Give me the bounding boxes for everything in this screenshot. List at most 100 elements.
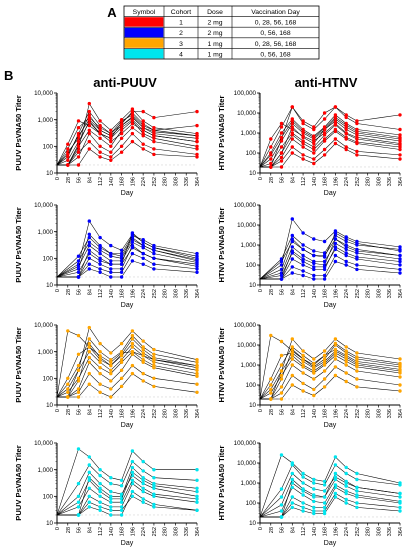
data-point [344, 489, 348, 493]
data-point [87, 382, 92, 386]
x-tick-label: 56 [77, 177, 83, 183]
data-point [195, 368, 199, 372]
data-point [322, 147, 327, 152]
data-point [290, 105, 294, 109]
subject-line [259, 238, 401, 280]
y-tick-label: 100,000 [234, 440, 257, 447]
data-point [301, 365, 305, 369]
data-point [152, 468, 156, 472]
y-tick-label: 1,000 [241, 362, 257, 369]
data-point [119, 150, 124, 154]
data-point [322, 495, 327, 499]
data-point [290, 217, 294, 221]
data-point [98, 371, 102, 376]
x-tick-label: 56 [280, 409, 286, 415]
data-point [87, 494, 92, 498]
data-point [98, 366, 102, 370]
data-point [130, 139, 135, 144]
data-point [279, 139, 284, 143]
data-point [130, 341, 135, 346]
data-point [301, 247, 305, 252]
data-point [119, 136, 124, 140]
data-point [279, 125, 284, 129]
data-point [66, 329, 70, 333]
data-point [301, 389, 305, 393]
data-point [398, 157, 402, 161]
x-axis-title: Day [121, 540, 134, 547]
data-point [141, 351, 145, 355]
data-point [333, 231, 338, 235]
data-point [119, 358, 124, 362]
x-tick-label: 28 [66, 289, 72, 295]
subject-line [57, 491, 198, 516]
data-point [66, 158, 70, 162]
data-point [195, 360, 199, 364]
data-point [355, 121, 359, 126]
data-point [290, 501, 294, 505]
data-point [98, 119, 102, 123]
data-point [290, 119, 294, 123]
data-point [195, 371, 199, 376]
data-point [322, 509, 327, 513]
data-point [290, 151, 294, 155]
data-point [195, 262, 199, 266]
data-point [87, 248, 92, 252]
x-tick-label: 364 [195, 177, 201, 186]
data-point [87, 147, 92, 151]
y-tick-label: 100,000 [234, 322, 257, 329]
data-point [109, 270, 113, 274]
data-point [279, 363, 284, 367]
data-point [109, 144, 113, 148]
data-point [312, 151, 316, 155]
y-axis-title: PUUV PsVNA50 Titer [14, 95, 23, 170]
data-point [109, 476, 113, 480]
data-point [130, 478, 135, 482]
data-point [87, 486, 92, 490]
x-tick-label: 364 [398, 177, 403, 186]
data-point [290, 265, 294, 269]
x-tick-label: 168 [323, 409, 329, 418]
y-tick-label: 100 [43, 376, 54, 383]
data-point [322, 511, 327, 516]
data-point [301, 471, 305, 476]
data-point [98, 468, 102, 472]
legend-cell-days: 0, 56, 168 [260, 51, 290, 58]
x-tick-label: 224 [344, 289, 350, 298]
data-point [87, 463, 92, 467]
x-tick-label: 112 [301, 527, 307, 536]
y-tick-label: 100 [43, 256, 54, 263]
x-tick-label: 28 [269, 527, 275, 533]
y-axis-title: PUUV PsVNA50 Titer [14, 207, 23, 282]
data-point [141, 339, 145, 343]
data-point [355, 251, 359, 255]
data-point [312, 511, 316, 516]
data-point [141, 109, 145, 114]
data-point [98, 150, 102, 154]
x-tick-label: 0 [258, 289, 264, 292]
data-point [98, 350, 102, 354]
x-tick-label: 280 [163, 527, 169, 536]
data-point [141, 481, 145, 486]
data-point [109, 134, 113, 138]
subject-line [259, 479, 401, 518]
data-point [109, 360, 113, 364]
data-point [355, 355, 359, 359]
data-point [322, 501, 327, 505]
data-point [87, 337, 92, 341]
x-tick-label: 196 [333, 289, 339, 298]
data-point [333, 245, 338, 249]
data-point [109, 136, 113, 140]
data-point [398, 267, 402, 272]
x-tick-label: 196 [333, 409, 339, 418]
data-point [312, 267, 316, 272]
data-point [333, 353, 338, 358]
subject-line [259, 473, 401, 518]
data-point [130, 131, 135, 136]
data-point [109, 508, 113, 512]
data-point [152, 352, 156, 356]
data-point [344, 379, 348, 384]
data-point [66, 155, 70, 159]
x-tick-label: 280 [163, 409, 169, 418]
data-point [76, 376, 81, 380]
data-point [322, 117, 327, 121]
